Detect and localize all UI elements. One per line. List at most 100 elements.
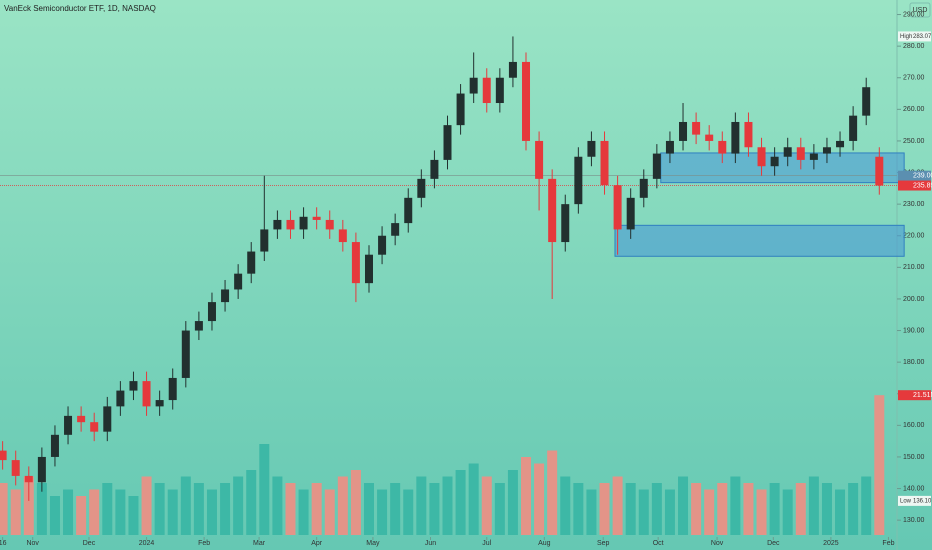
- zone: [660, 152, 905, 184]
- candle-body: [90, 422, 99, 432]
- volume-bar: [769, 483, 780, 535]
- x-tick-label: 2025: [823, 540, 839, 547]
- candle-body: [391, 223, 400, 236]
- price-tag: [898, 180, 931, 191]
- volume-bar: [89, 489, 100, 535]
- candle-body: [247, 251, 256, 274]
- candle-body: [312, 216, 321, 220]
- candle-body: [430, 159, 439, 179]
- candle-body: [194, 321, 203, 331]
- high-tag-text: High: [900, 34, 912, 40]
- candle-body: [364, 254, 373, 284]
- y-tick-label: 140.00: [903, 485, 925, 492]
- volume-bar: [507, 470, 518, 535]
- candle-body: [273, 219, 282, 230]
- candle-body: [718, 140, 727, 154]
- volume-bar: [468, 463, 479, 535]
- candle-body: [679, 121, 688, 141]
- volume-bar: [704, 489, 715, 535]
- level-tag: [898, 170, 931, 181]
- volume-bar: [285, 483, 296, 535]
- volume-tag-label: 21.51M: [913, 392, 932, 399]
- candle-body: [692, 121, 701, 135]
- candle-body: [705, 134, 714, 141]
- volume-bar: [206, 489, 217, 535]
- x-tick-label: Oct: [653, 540, 664, 547]
- candle-body: [822, 147, 831, 154]
- candle-body: [129, 381, 138, 391]
- y-tick-label: 180.00: [903, 359, 925, 366]
- candle-body: [207, 302, 216, 322]
- chart-title: VanEck Semiconductor ETF, 1D, NASDAQ: [4, 4, 156, 13]
- candle-body: [639, 178, 648, 198]
- volume-bar: [625, 483, 636, 535]
- x-tick-label: Jul: [482, 540, 491, 547]
- y-tick-label: 210.00: [903, 264, 925, 271]
- x-tick-label: Apr: [311, 540, 323, 547]
- candle-body: [482, 77, 491, 104]
- zone: [614, 224, 905, 257]
- volume-bar: [743, 483, 754, 535]
- y-tick-label: 260.00: [903, 106, 925, 113]
- volume-bar: [23, 476, 34, 535]
- candle-body: [836, 140, 845, 148]
- y-tick-label: 290.00: [903, 11, 925, 18]
- x-tick-label: Dec: [767, 540, 780, 547]
- x-tick-label: Sep: [597, 540, 610, 547]
- volume-bar: [10, 489, 21, 535]
- volume-bar: [403, 489, 414, 535]
- candle-body: [757, 147, 766, 167]
- volume-bar: [233, 476, 244, 535]
- candle-body: [443, 125, 452, 160]
- volume-bar: [416, 476, 427, 535]
- candle-body: [587, 140, 596, 157]
- volume-bar: [337, 476, 348, 535]
- x-tick-label: 2024: [139, 540, 155, 547]
- volume-bar: [664, 489, 675, 535]
- y-tick-label: 160.00: [903, 422, 925, 429]
- y-tick-label: 150.00: [903, 454, 925, 461]
- volume-bar: [429, 483, 440, 535]
- candle-body: [181, 330, 190, 378]
- volume-bar: [835, 489, 846, 535]
- y-tick-label: 220.00: [903, 233, 925, 240]
- low-tag: [898, 495, 931, 506]
- candle-body: [0, 450, 7, 461]
- candle-body: [286, 219, 295, 230]
- volume-bar: [363, 483, 374, 535]
- y-tick-label: 250.00: [903, 138, 925, 145]
- candle-body: [417, 178, 426, 198]
- candle-body: [770, 156, 779, 167]
- volume-bar: [573, 483, 584, 535]
- volume-bar: [756, 489, 767, 535]
- volume-bar: [848, 483, 859, 535]
- candle-body: [469, 77, 478, 94]
- candle-body: [221, 289, 230, 303]
- candle-body: [875, 156, 884, 186]
- volume-bar: [599, 483, 610, 535]
- volume-bar: [521, 457, 532, 535]
- candle-body: [796, 147, 805, 160]
- volume-bar: [141, 476, 152, 535]
- candle-body: [600, 140, 609, 186]
- volume-bar: [0, 483, 8, 535]
- volume-bar: [861, 476, 872, 535]
- volume-bar: [272, 476, 283, 535]
- candle-body: [744, 121, 753, 148]
- volume-bar: [494, 483, 505, 535]
- candle-body: [116, 390, 125, 407]
- candle-body: [613, 185, 622, 230]
- candle-body: [168, 377, 177, 401]
- x-tick-label: Nov: [26, 540, 39, 547]
- candle-body: [155, 400, 164, 407]
- volume-bar: [311, 483, 322, 535]
- candle-body: [783, 147, 792, 157]
- low-tag-text: Low: [900, 498, 912, 504]
- volume-bar: [560, 476, 571, 535]
- volume-bar: [455, 470, 466, 535]
- candle-body: [37, 456, 46, 483]
- candle-body: [626, 197, 635, 230]
- volume-bar: [390, 483, 401, 535]
- candle-body: [849, 115, 858, 141]
- y-tick-label: 270.00: [903, 75, 925, 82]
